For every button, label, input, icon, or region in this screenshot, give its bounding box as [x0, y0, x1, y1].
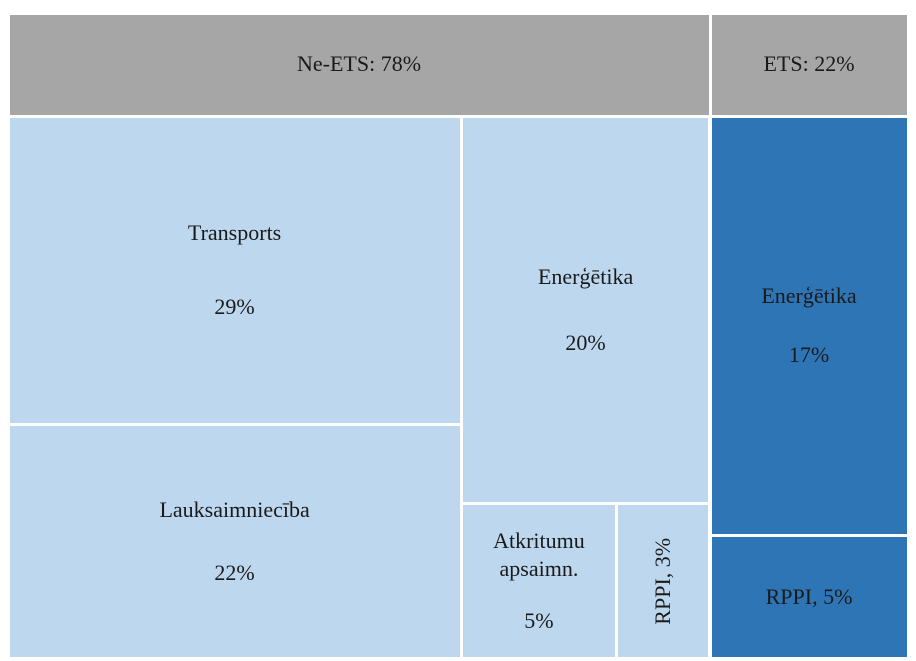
group-header: ETS: 22%	[711, 14, 907, 115]
treemap-cell: Enerģētika 17%	[711, 117, 907, 535]
treemap-cell: RPPI, 3%	[618, 505, 709, 658]
treemap-cell: Transports 29%	[9, 117, 460, 424]
cell-label: 20%	[565, 329, 606, 355]
cell-label: Atkritumu apsaimn.	[493, 527, 585, 582]
cell-label: 29%	[214, 293, 255, 319]
cell-label: Ne-ETS: 78%	[296, 51, 422, 77]
treemap-cell: RPPI, 5%	[711, 537, 907, 658]
cell-label: Enerģētika	[537, 263, 634, 289]
treemap-cell: Lauksaimniecība 22%	[9, 426, 460, 658]
group-header: Ne-ETS: 78%	[9, 14, 709, 115]
treemap-cell: Atkritumu apsaimn. 5%	[462, 505, 616, 658]
cell-label: 17%	[788, 341, 830, 367]
cell-label: Transports	[187, 220, 282, 246]
cell-label: 22%	[214, 560, 255, 586]
treemap-cell: Enerģētika 20%	[462, 117, 709, 503]
cell-label: Enerģētika	[761, 283, 857, 309]
cell-label: 5%	[524, 608, 554, 634]
cell-label: ETS: 22%	[763, 51, 855, 77]
cell-label: Lauksaimniecība	[159, 496, 310, 522]
cell-label: RPPI, 3%	[650, 538, 676, 625]
cell-label: RPPI, 5%	[765, 583, 853, 609]
